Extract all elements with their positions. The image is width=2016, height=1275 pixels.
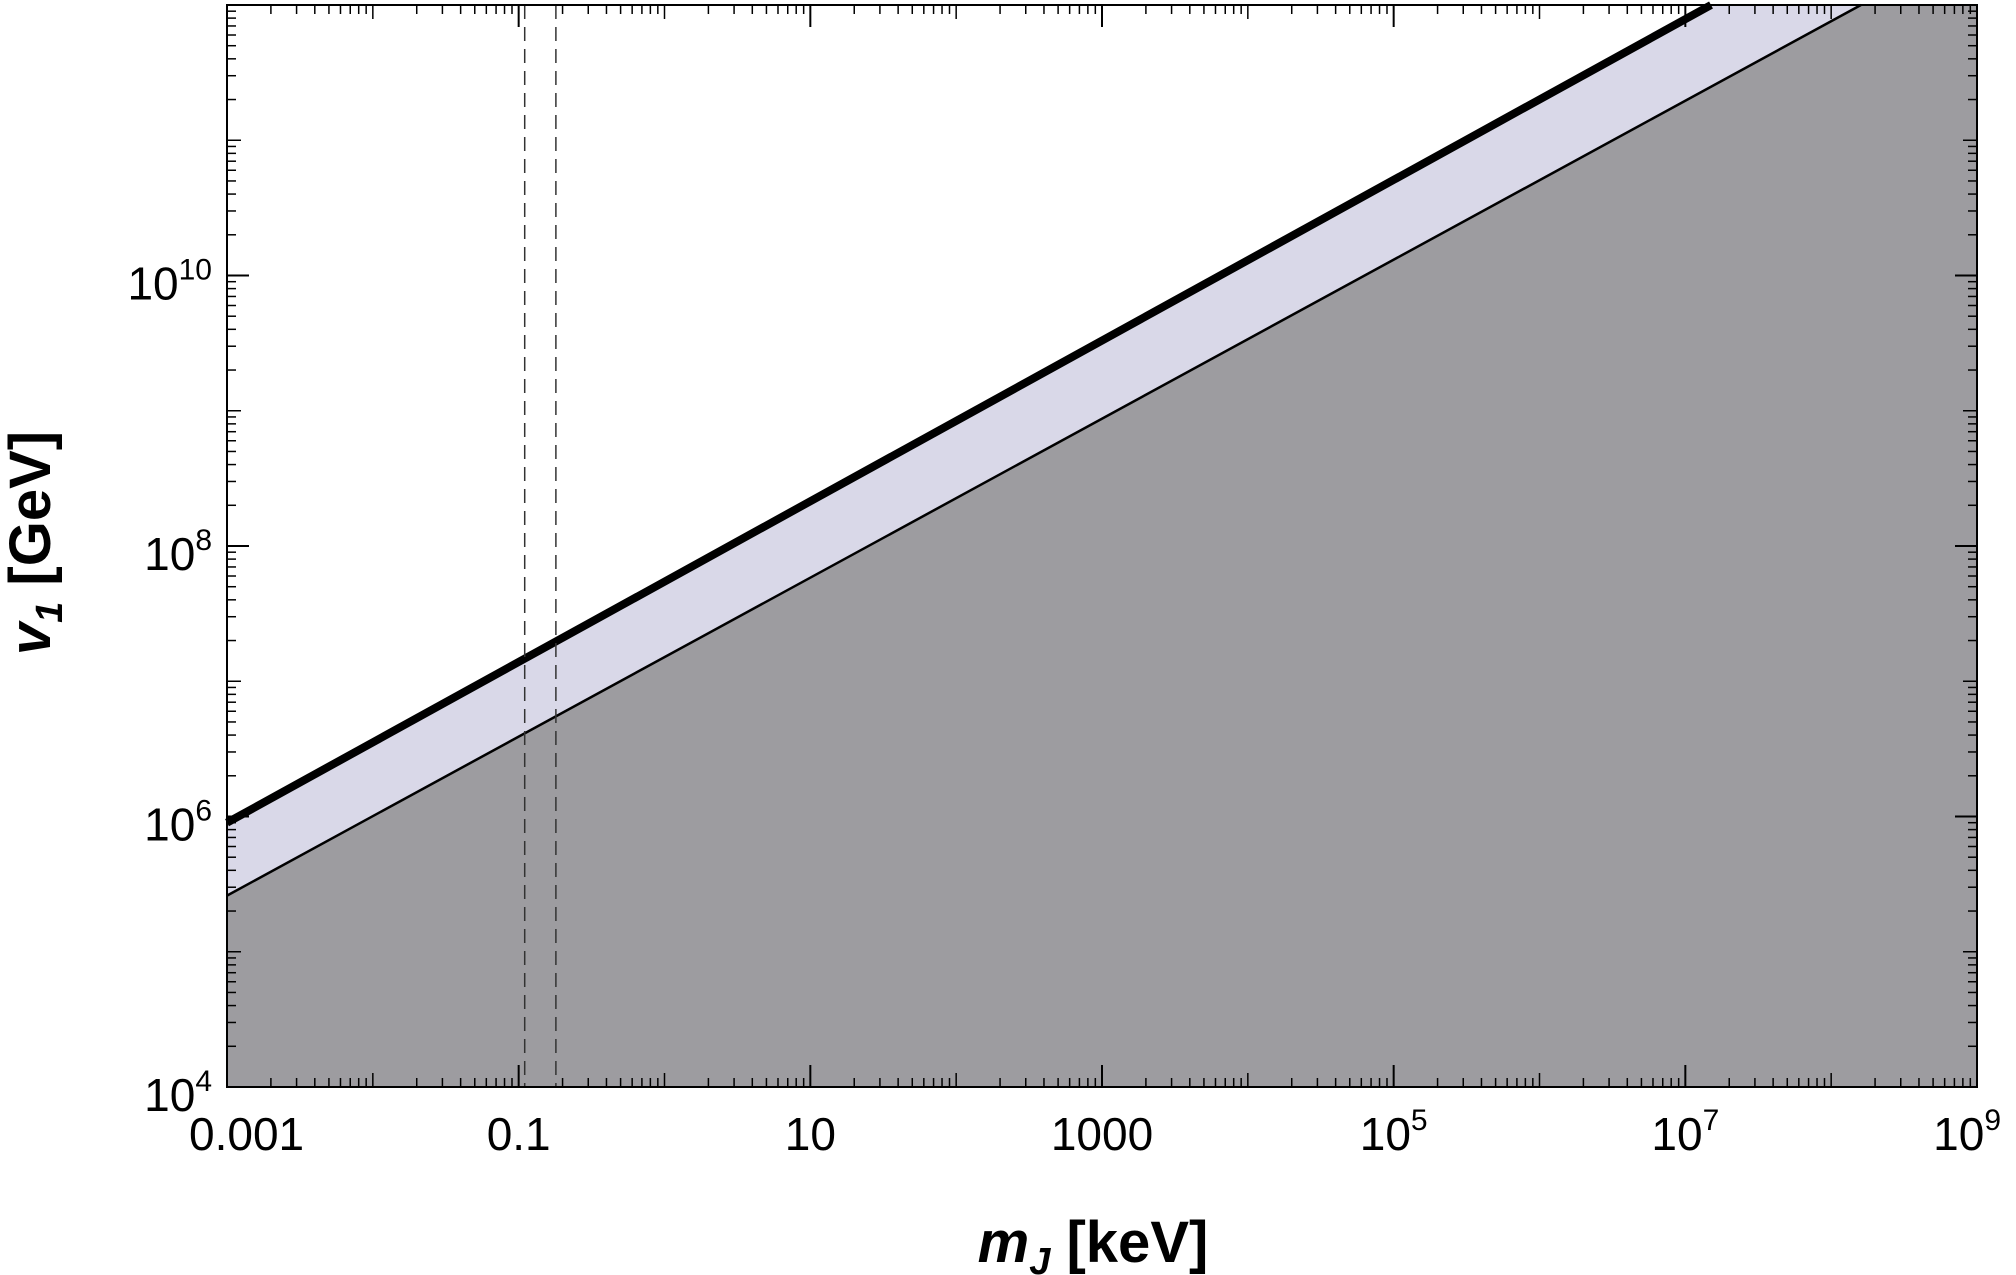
plot-bands: [227, 5, 1977, 1087]
x-tick-label-base: 0.001: [189, 1108, 304, 1160]
x-tick-label-exp: 5: [1411, 1104, 1428, 1137]
x-tick-label-base: 10: [1933, 1108, 1984, 1160]
band-below-lower-line: [227, 5, 1977, 1087]
x-tick-labels: 0.001 0.1 10 1000 105 107 109: [189, 1104, 2001, 1160]
x-tick-label-base: 10: [1360, 1108, 1411, 1160]
x-tick-label-base: 0.1: [487, 1108, 551, 1160]
x-tick-label: 0.001: [189, 1108, 304, 1160]
y-tick-label: 104: [144, 1065, 212, 1121]
x-tick-label-base: 10: [1651, 1108, 1702, 1160]
y-axis-label: v1 [GeV]: [0, 431, 71, 655]
y-tick-label: 108: [144, 524, 212, 580]
x-tick-label: 109: [1933, 1104, 2001, 1160]
x-tick-label: 0.1: [487, 1108, 551, 1160]
major-ticks: [226, 5, 1978, 1088]
x-tick-label: 105: [1360, 1104, 1428, 1160]
series-lower-line: [226, 3, 1862, 897]
x-tick-label-base: 10: [785, 1108, 836, 1160]
x-axis-label: mJ [keV]: [978, 1210, 1209, 1275]
x-tick-label: 107: [1651, 1104, 1719, 1160]
x-tick-label-exp: 9: [1984, 1104, 2001, 1137]
y-tick-label-exp: 10: [179, 254, 212, 287]
y-tick-label: 1010: [127, 254, 212, 310]
x-tick-label-exp: 7: [1703, 1104, 1720, 1137]
y-tick-label-exp: 8: [195, 524, 212, 557]
plot-lines: [225, 1, 1862, 1087]
x-tick-label: 10: [785, 1108, 836, 1160]
minor-ticks: [227, 4, 1977, 1087]
y-tick-label: 106: [144, 795, 212, 851]
y-axis-label-group: v1 [GeV]: [0, 431, 71, 655]
y-tick-label-base: 10: [144, 1069, 195, 1121]
y-tick-label-base: 10: [144, 528, 195, 580]
x-tick-label: 1000: [1051, 1108, 1153, 1160]
y-tick-label-exp: 4: [195, 1065, 212, 1098]
x-tick-label-base: 1000: [1051, 1108, 1153, 1160]
y-tick-label-exp: 6: [195, 795, 212, 828]
y-tick-label-base: 10: [127, 258, 178, 310]
y-tick-label-base: 10: [144, 799, 195, 851]
series-upper-line: [225, 1, 1713, 827]
